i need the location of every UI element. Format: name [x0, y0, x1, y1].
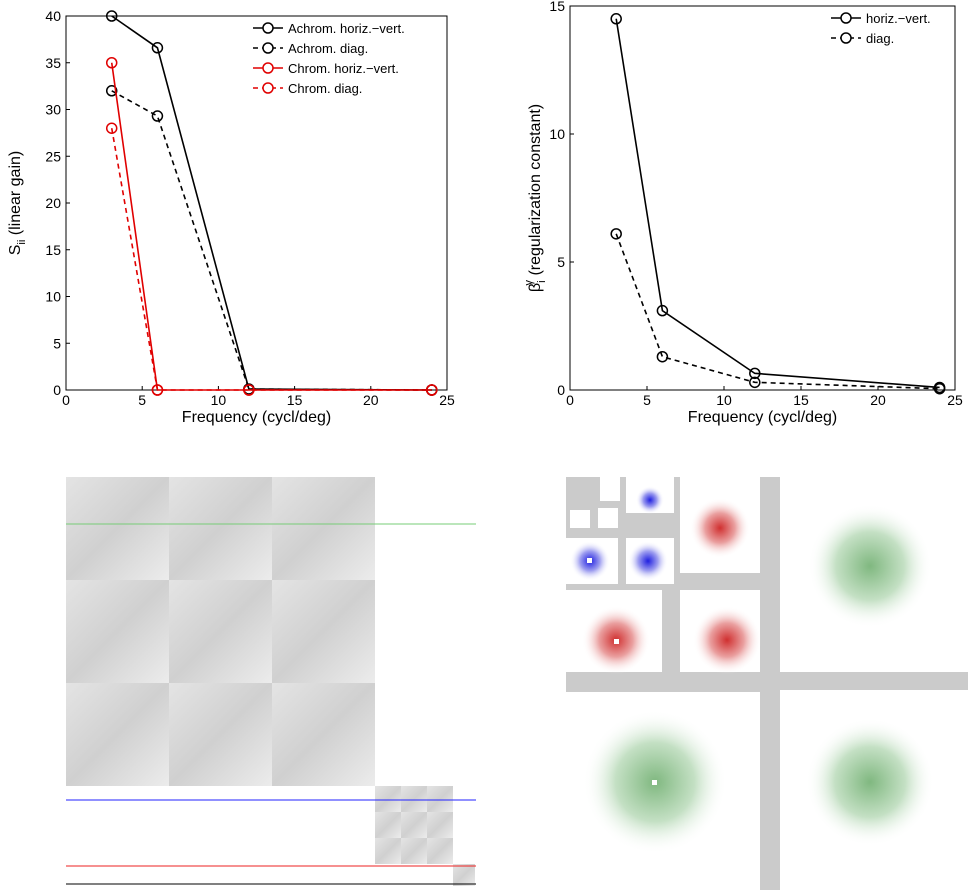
- x-axis-label: Frequency (cycl/deg): [688, 409, 837, 426]
- marker: [749, 367, 761, 380]
- marker: [105, 85, 118, 97]
- x-tick-label: 20: [870, 392, 886, 408]
- y-tick-label: 0: [53, 382, 61, 398]
- y-label-main: S: [7, 245, 24, 256]
- y-tick-label: 10: [549, 126, 565, 142]
- matrix-image: [66, 477, 476, 886]
- legend-entry: diag.: [831, 31, 894, 46]
- legend-marker: [840, 12, 852, 24]
- x-tick-label: 10: [716, 392, 732, 408]
- y-label-sub: i: [536, 280, 548, 282]
- legend-marker: [262, 62, 274, 74]
- series-line: [615, 233, 940, 390]
- y-label-main: β: [527, 283, 544, 292]
- x-tick-label: 15: [287, 392, 303, 408]
- legend-label: Chrom. horiz.−vert.: [288, 61, 399, 76]
- x-tick-label: 0: [62, 392, 70, 408]
- legend-entry: horiz.−vert.: [831, 11, 931, 26]
- marker: [105, 122, 118, 134]
- legend-entry: Chrom. diag.: [253, 81, 362, 96]
- series-line: [110, 128, 432, 391]
- marker: [105, 10, 118, 22]
- filter-image: [566, 477, 968, 891]
- legend-marker: [262, 22, 274, 34]
- x-tick-label: 20: [363, 392, 379, 408]
- legend-label: Achrom. diag.: [288, 41, 368, 56]
- x-tick-label: 25: [947, 392, 963, 408]
- marker: [656, 304, 669, 317]
- marker: [610, 13, 622, 25]
- legend-marker: [262, 42, 274, 54]
- plot-frame: [569, 5, 956, 391]
- y-tick-label: 5: [53, 335, 61, 351]
- y-tick-label: 15: [549, 0, 565, 14]
- legend-label: Chrom. diag.: [288, 81, 362, 96]
- y-tick-label: 5: [557, 254, 565, 270]
- series-line: [111, 90, 432, 391]
- marker: [243, 384, 255, 396]
- marker: [426, 384, 438, 396]
- series-line: [615, 18, 940, 389]
- marker: [749, 376, 761, 389]
- x-tick-label: 10: [211, 392, 227, 408]
- legend-label: horiz.−vert.: [866, 11, 931, 26]
- legend-entry: Achrom. diag.: [253, 41, 368, 56]
- x-tick-label: 25: [439, 392, 455, 408]
- legend-entry: Chrom. horiz.−vert.: [253, 61, 399, 76]
- y-label-sub: ii: [16, 240, 28, 245]
- y-axis-label: βiγ (regularization constant): [523, 104, 548, 292]
- y-label-rest: (linear gain): [7, 151, 24, 240]
- y-tick-label: 0: [557, 382, 565, 398]
- x-axis-label: Frequency (cycl/deg): [182, 409, 331, 426]
- y-tick-label: 30: [45, 102, 61, 118]
- x-tick-label: 0: [566, 392, 574, 408]
- x-tick-label: 15: [793, 392, 809, 408]
- y-tick-label: 40: [45, 8, 61, 24]
- legend-marker: [840, 32, 852, 44]
- x-tick-label: 5: [138, 392, 146, 408]
- legend-marker: [262, 82, 274, 94]
- y-axis-label: Sii (linear gain): [7, 151, 28, 256]
- marker: [151, 110, 164, 122]
- legend-entry: Achrom. horiz.−vert.: [253, 21, 405, 36]
- line-chart: 0 5 10 15 20 25 0 5 10 15 20 25 30 35 40 Frequency (cyc…: [7, 8, 455, 426]
- y-tick-label: 35: [45, 55, 61, 71]
- marker: [151, 42, 164, 54]
- y-label-rest: (regularization constant): [527, 104, 544, 280]
- x-tick-label: 5: [643, 392, 651, 408]
- y-tick-label: 25: [45, 148, 61, 164]
- legend-label: Achrom. horiz.−vert.: [288, 21, 405, 36]
- y-tick-label: 10: [45, 289, 61, 305]
- y-tick-label: 20: [45, 195, 61, 211]
- marker: [610, 228, 622, 240]
- legend-label: diag.: [866, 31, 894, 46]
- y-tick-label: 15: [45, 242, 61, 258]
- series-line: [110, 62, 432, 391]
- marker: [933, 382, 946, 395]
- marker: [105, 57, 118, 69]
- marker: [151, 384, 164, 396]
- y-label-sup: γ: [523, 279, 535, 285]
- marker: [656, 350, 669, 363]
